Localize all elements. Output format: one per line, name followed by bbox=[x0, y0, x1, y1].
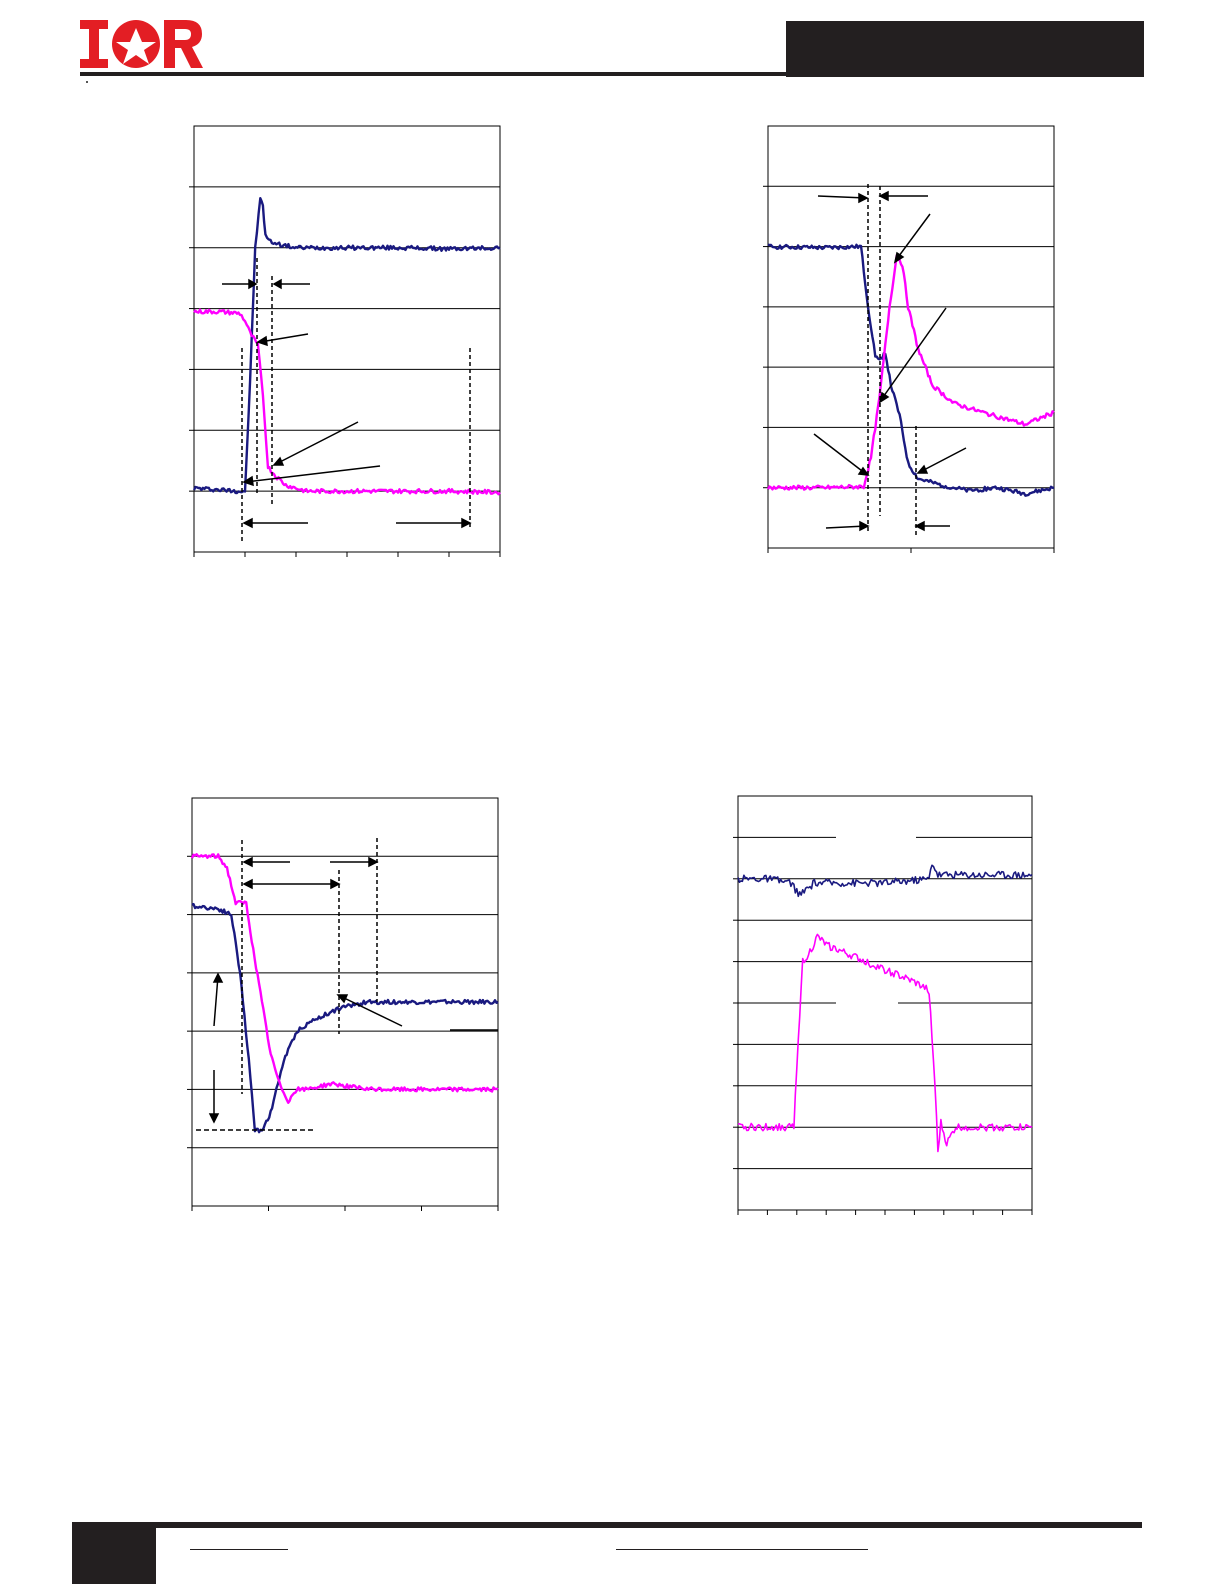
annotation-markers bbox=[222, 258, 472, 544]
chart-traces bbox=[192, 196, 501, 496]
header-dot bbox=[86, 81, 88, 83]
chart-grid bbox=[187, 797, 499, 1211]
trace-magenta bbox=[766, 254, 1055, 491]
chart-traces bbox=[766, 243, 1055, 497]
footer-rule bbox=[72, 1522, 1142, 1528]
trace-magenta bbox=[737, 933, 1033, 1153]
annotation-markers bbox=[813, 184, 967, 536]
chart-traces bbox=[737, 864, 1033, 1153]
footer-link-underline bbox=[190, 1549, 288, 1550]
annotation-markers bbox=[836, 832, 916, 1006]
ior-logo bbox=[80, 20, 203, 68]
trace-blue bbox=[737, 864, 1033, 898]
trace-magenta bbox=[193, 308, 501, 496]
trace-blue bbox=[191, 902, 499, 1134]
trace-magenta bbox=[190, 853, 499, 1104]
trace-blue bbox=[192, 196, 501, 495]
trace-blue bbox=[767, 243, 1055, 497]
page-number-block bbox=[72, 1528, 156, 1584]
chart-avalanche bbox=[733, 795, 1033, 1215]
header-title-block bbox=[786, 21, 1144, 77]
plot-frame bbox=[767, 125, 1055, 549]
chart-reverse-recovery bbox=[187, 797, 499, 1211]
header-rule bbox=[80, 72, 788, 76]
annotation-markers bbox=[196, 838, 498, 1131]
chart-switching-turn-on bbox=[189, 125, 501, 557]
chart-switching-turn-off bbox=[763, 125, 1055, 553]
chart-traces bbox=[190, 853, 499, 1134]
footer-link-underline bbox=[616, 1549, 868, 1550]
plot-frame bbox=[193, 125, 501, 553]
chart-grid bbox=[733, 795, 1033, 1215]
